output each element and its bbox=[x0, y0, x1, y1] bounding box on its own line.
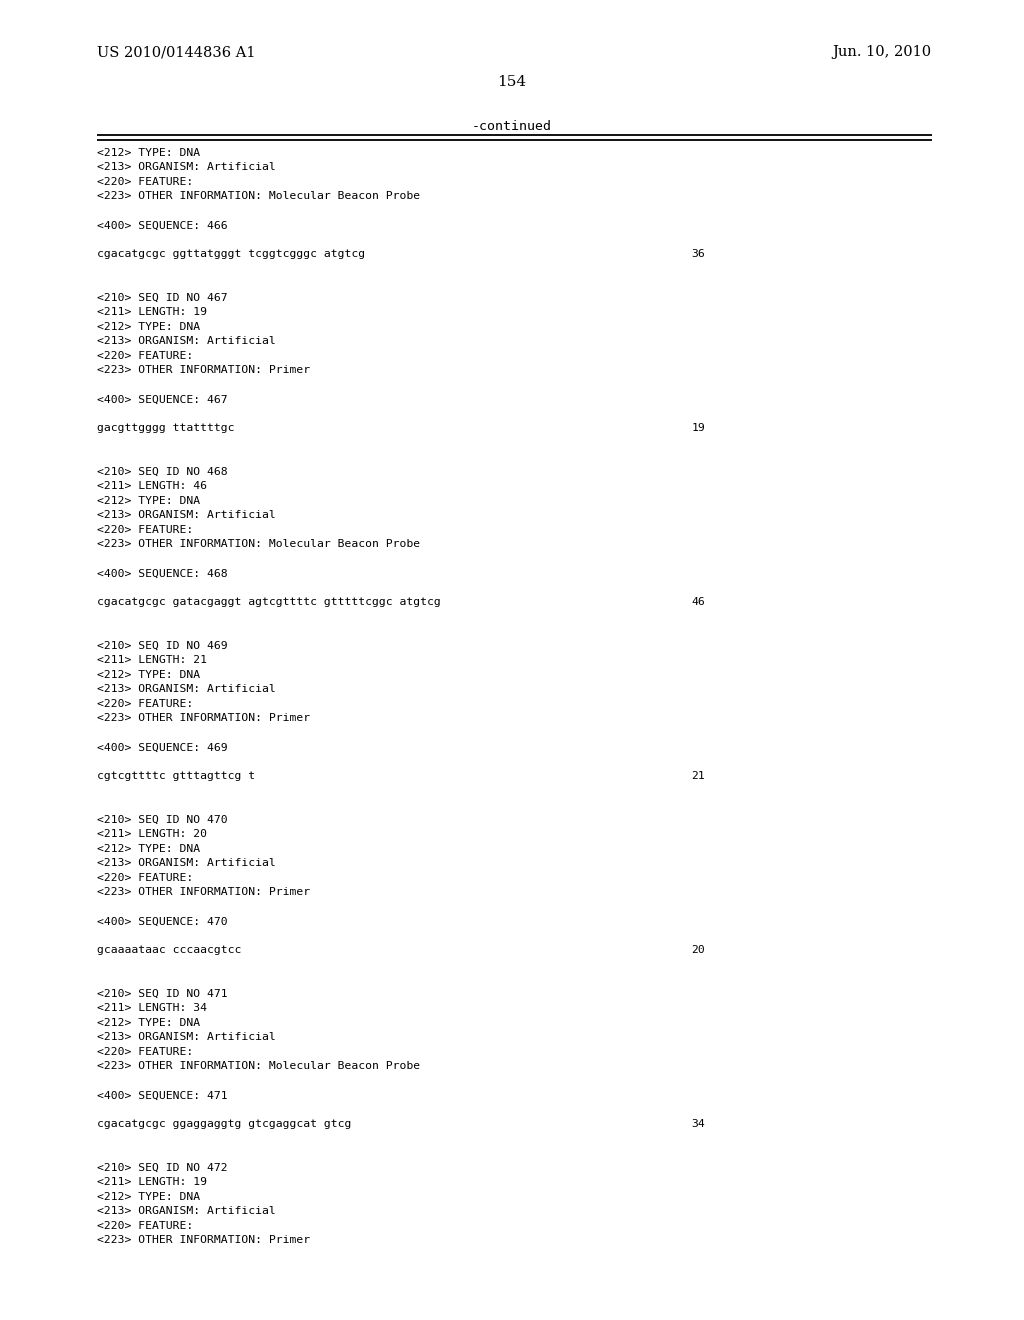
Text: cgacatgcgc ggaggaggtg gtcgaggcat gtcg: cgacatgcgc ggaggaggtg gtcgaggcat gtcg bbox=[97, 1119, 351, 1130]
Text: <400> SEQUENCE: 466: <400> SEQUENCE: 466 bbox=[97, 220, 228, 231]
Text: cgtcgttttc gtttagttcg t: cgtcgttttc gtttagttcg t bbox=[97, 771, 255, 781]
Text: cgacatgcgc gatacgaggt agtcgttttc gtttttcggc atgtcg: cgacatgcgc gatacgaggt agtcgttttc gtttttc… bbox=[97, 598, 441, 607]
Text: 46: 46 bbox=[691, 598, 705, 607]
Text: <220> FEATURE:: <220> FEATURE: bbox=[97, 873, 194, 883]
Text: <220> FEATURE:: <220> FEATURE: bbox=[97, 525, 194, 535]
Text: <213> ORGANISM: Artificial: <213> ORGANISM: Artificial bbox=[97, 685, 276, 694]
Text: <212> TYPE: DNA: <212> TYPE: DNA bbox=[97, 496, 201, 506]
Text: Jun. 10, 2010: Jun. 10, 2010 bbox=[833, 45, 932, 59]
Text: <210> SEQ ID NO 470: <210> SEQ ID NO 470 bbox=[97, 814, 228, 825]
Text: <223> OTHER INFORMATION: Molecular Beacon Probe: <223> OTHER INFORMATION: Molecular Beaco… bbox=[97, 540, 421, 549]
Text: <211> LENGTH: 20: <211> LENGTH: 20 bbox=[97, 829, 207, 840]
Text: <220> FEATURE:: <220> FEATURE: bbox=[97, 700, 194, 709]
Text: 154: 154 bbox=[498, 75, 526, 88]
Text: <211> LENGTH: 34: <211> LENGTH: 34 bbox=[97, 1003, 207, 1014]
Text: <223> OTHER INFORMATION: Molecular Beacon Probe: <223> OTHER INFORMATION: Molecular Beaco… bbox=[97, 1061, 421, 1072]
Text: <223> OTHER INFORMATION: Primer: <223> OTHER INFORMATION: Primer bbox=[97, 366, 310, 375]
Text: <400> SEQUENCE: 470: <400> SEQUENCE: 470 bbox=[97, 916, 228, 927]
Text: <213> ORGANISM: Artificial: <213> ORGANISM: Artificial bbox=[97, 1032, 276, 1043]
Text: <212> TYPE: DNA: <212> TYPE: DNA bbox=[97, 671, 201, 680]
Text: gcaaaataac cccaacgtcc: gcaaaataac cccaacgtcc bbox=[97, 945, 242, 956]
Text: US 2010/0144836 A1: US 2010/0144836 A1 bbox=[97, 45, 256, 59]
Text: <212> TYPE: DNA: <212> TYPE: DNA bbox=[97, 1192, 201, 1203]
Text: <213> ORGANISM: Artificial: <213> ORGANISM: Artificial bbox=[97, 337, 276, 346]
Text: <220> FEATURE:: <220> FEATURE: bbox=[97, 177, 194, 187]
Text: -continued: -continued bbox=[472, 120, 552, 133]
Text: <211> LENGTH: 19: <211> LENGTH: 19 bbox=[97, 1177, 207, 1188]
Text: <223> OTHER INFORMATION: Primer: <223> OTHER INFORMATION: Primer bbox=[97, 714, 310, 723]
Text: <220> FEATURE:: <220> FEATURE: bbox=[97, 1221, 194, 1232]
Text: <223> OTHER INFORMATION: Primer: <223> OTHER INFORMATION: Primer bbox=[97, 1236, 310, 1246]
Text: <400> SEQUENCE: 467: <400> SEQUENCE: 467 bbox=[97, 395, 228, 404]
Text: <212> TYPE: DNA: <212> TYPE: DNA bbox=[97, 843, 201, 854]
Text: <212> TYPE: DNA: <212> TYPE: DNA bbox=[97, 1018, 201, 1028]
Text: <212> TYPE: DNA: <212> TYPE: DNA bbox=[97, 322, 201, 333]
Text: <210> SEQ ID NO 469: <210> SEQ ID NO 469 bbox=[97, 642, 228, 651]
Text: <210> SEQ ID NO 467: <210> SEQ ID NO 467 bbox=[97, 293, 228, 304]
Text: 36: 36 bbox=[691, 249, 705, 260]
Text: <211> LENGTH: 19: <211> LENGTH: 19 bbox=[97, 308, 207, 318]
Text: <213> ORGANISM: Artificial: <213> ORGANISM: Artificial bbox=[97, 858, 276, 869]
Text: <210> SEQ ID NO 471: <210> SEQ ID NO 471 bbox=[97, 989, 228, 999]
Text: 20: 20 bbox=[691, 945, 705, 956]
Text: <210> SEQ ID NO 472: <210> SEQ ID NO 472 bbox=[97, 1163, 228, 1173]
Text: <211> LENGTH: 46: <211> LENGTH: 46 bbox=[97, 482, 207, 491]
Text: <400> SEQUENCE: 469: <400> SEQUENCE: 469 bbox=[97, 742, 228, 752]
Text: <220> FEATURE:: <220> FEATURE: bbox=[97, 351, 194, 360]
Text: <212> TYPE: DNA: <212> TYPE: DNA bbox=[97, 148, 201, 158]
Text: <213> ORGANISM: Artificial: <213> ORGANISM: Artificial bbox=[97, 1206, 276, 1217]
Text: <400> SEQUENCE: 468: <400> SEQUENCE: 468 bbox=[97, 569, 228, 578]
Text: <211> LENGTH: 21: <211> LENGTH: 21 bbox=[97, 656, 207, 665]
Text: <223> OTHER INFORMATION: Molecular Beacon Probe: <223> OTHER INFORMATION: Molecular Beaco… bbox=[97, 191, 421, 202]
Text: cgacatgcgc ggttatgggt tcggtcgggc atgtcg: cgacatgcgc ggttatgggt tcggtcgggc atgtcg bbox=[97, 249, 366, 260]
Text: <213> ORGANISM: Artificial: <213> ORGANISM: Artificial bbox=[97, 162, 276, 173]
Text: <213> ORGANISM: Artificial: <213> ORGANISM: Artificial bbox=[97, 511, 276, 520]
Text: 19: 19 bbox=[691, 424, 705, 433]
Text: <223> OTHER INFORMATION: Primer: <223> OTHER INFORMATION: Primer bbox=[97, 887, 310, 898]
Text: 34: 34 bbox=[691, 1119, 705, 1130]
Text: <210> SEQ ID NO 468: <210> SEQ ID NO 468 bbox=[97, 467, 228, 477]
Text: 21: 21 bbox=[691, 771, 705, 781]
Text: <220> FEATURE:: <220> FEATURE: bbox=[97, 1047, 194, 1057]
Text: <400> SEQUENCE: 471: <400> SEQUENCE: 471 bbox=[97, 1090, 228, 1101]
Text: gacgttgggg ttattttgc: gacgttgggg ttattttgc bbox=[97, 424, 234, 433]
